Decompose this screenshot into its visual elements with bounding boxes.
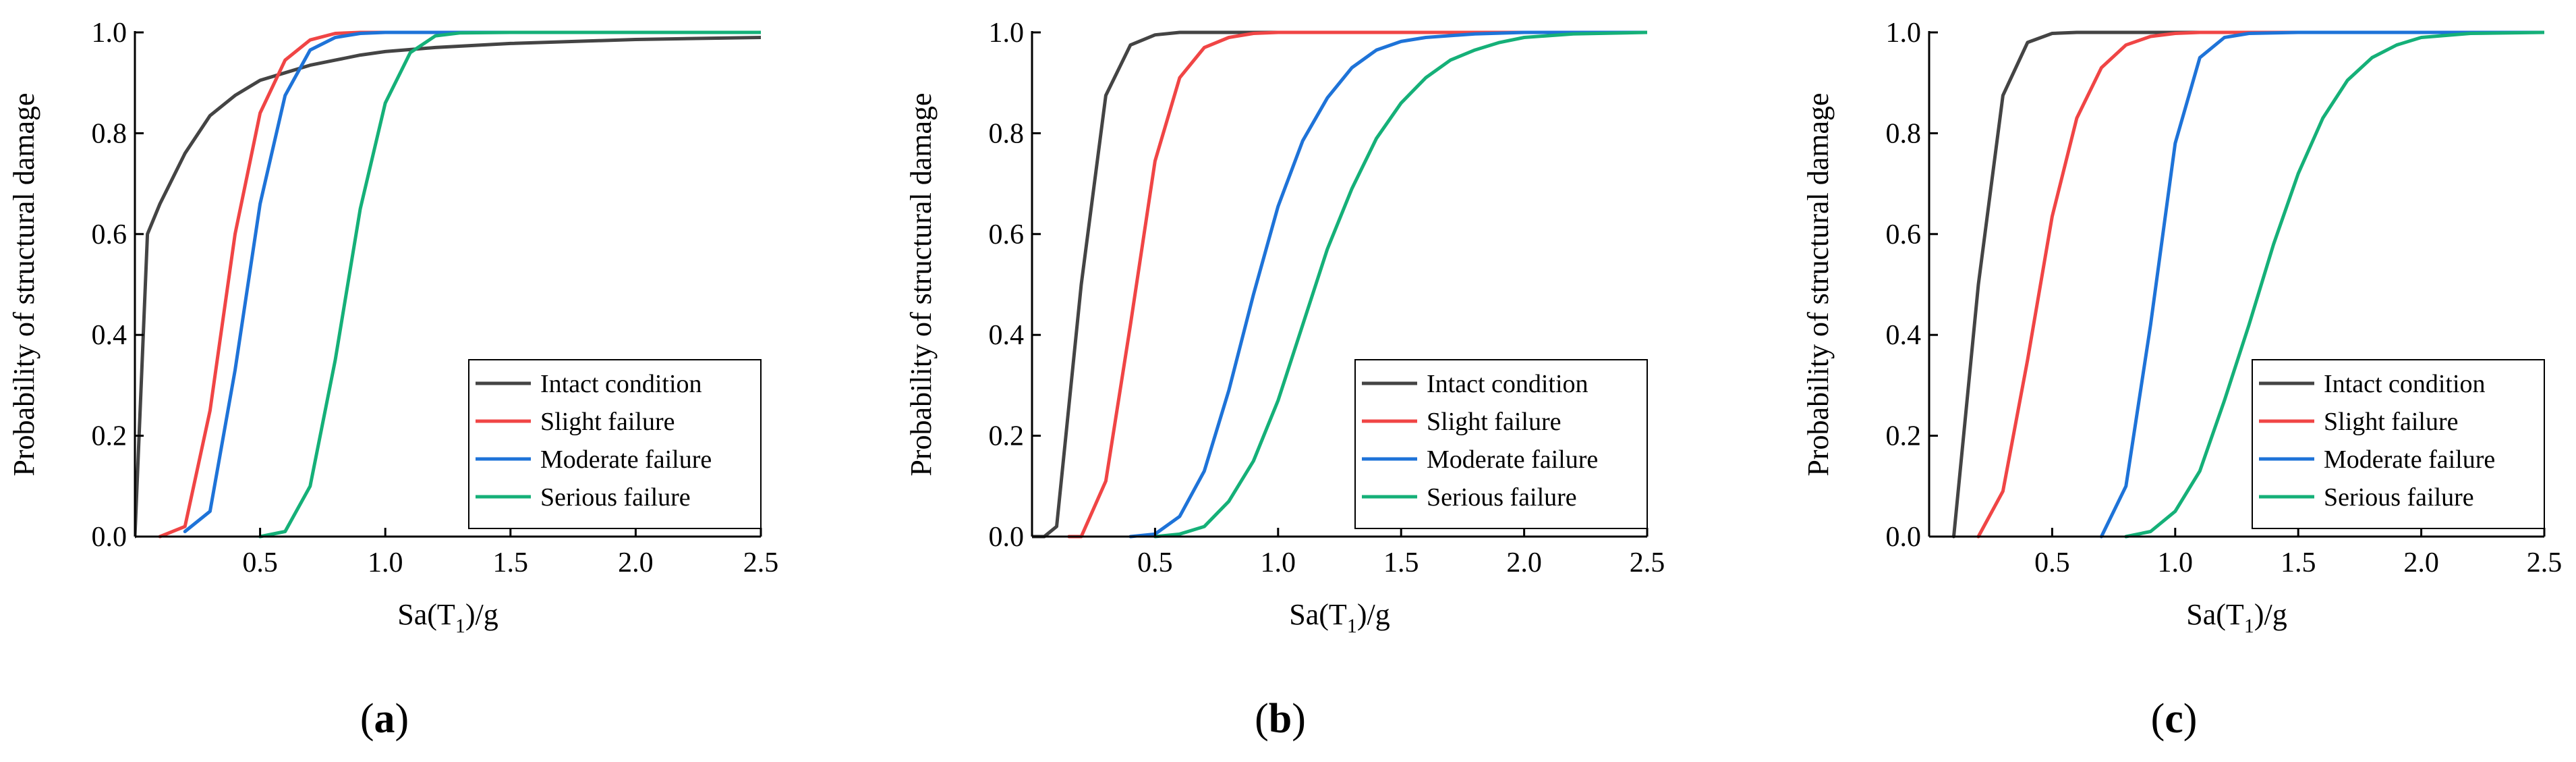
x-tick-label: 1.5 xyxy=(2281,547,2316,578)
y-tick-label: 0.0 xyxy=(1886,522,1922,553)
caption-open: ( xyxy=(2151,696,2165,742)
y-tick-label: 0.2 xyxy=(989,421,1025,452)
y-tick-label: 0.4 xyxy=(1886,320,1922,351)
x-tick-label: 1.5 xyxy=(1383,547,1419,578)
y-tick-label: 0.6 xyxy=(1886,219,1922,250)
legend-label: Intact condition xyxy=(2324,370,2486,398)
legend-label: Slight failure xyxy=(1427,408,1561,436)
caption-letter: b xyxy=(1269,696,1292,742)
legend-frame xyxy=(1354,359,1648,529)
caption-open: ( xyxy=(360,696,374,742)
x-axis-title-suffix: )/g xyxy=(2254,598,2287,631)
x-tick-label: 0.5 xyxy=(1137,547,1173,578)
y-tick-label: 0.4 xyxy=(92,320,127,351)
caption-close: ) xyxy=(395,696,409,742)
legend-label: Serious failure xyxy=(1427,483,1577,512)
legend-label: Intact condition xyxy=(1427,370,1588,398)
chart-panel-c: 0.0 0.2 0.4 0.6 0.8 1.0 0.5 1.0 1.5 2.0 2.5 Probabi… xyxy=(1802,18,2562,742)
y-tick-label: 0.0 xyxy=(92,522,127,553)
y-tick-label: 0.6 xyxy=(92,219,127,250)
legend-label: Intact condition xyxy=(540,370,702,398)
chart-panel-b: 0.0 0.2 0.4 0.6 0.8 1.0 0.5 1.0 1.5 2.0 2.5 Probabi… xyxy=(905,18,1665,742)
series-line-intact-condition xyxy=(135,36,761,539)
caption-close: ) xyxy=(2183,696,2198,742)
caption-letter: a xyxy=(374,696,395,742)
legend-label: Slight failure xyxy=(2324,408,2458,436)
series-line-serious-failure xyxy=(258,30,761,539)
x-axis-title: Sa(T1)/g xyxy=(1289,598,1390,637)
series-line-serious-failure xyxy=(1153,30,1647,539)
legend: Intact condition Slight failure Moderate f… xyxy=(2252,359,2545,529)
series-line-serious-failure xyxy=(2124,30,2544,539)
y-tick-label: 0.6 xyxy=(989,219,1025,250)
y-tick-label: 1.0 xyxy=(989,18,1025,49)
legend-label: Moderate failure xyxy=(540,445,712,474)
x-axis-title-subscript: 1 xyxy=(2244,615,2254,637)
y-axis-title: Probability of structural damage xyxy=(1802,92,1835,476)
series-line-slight-failure xyxy=(1067,30,1647,539)
x-tick-label: 2.0 xyxy=(618,547,654,578)
x-axis-title-suffix: )/g xyxy=(465,598,498,631)
x-tick-label: 2.5 xyxy=(743,547,779,578)
x-axis-title-main: Sa(T xyxy=(1289,598,1347,631)
x-axis-title: Sa(T1)/g xyxy=(2186,598,2287,637)
x-axis-title: Sa(T1)/g xyxy=(397,598,498,637)
legend-frame xyxy=(2252,359,2545,529)
series-line-moderate-failure xyxy=(183,30,761,533)
series-line-moderate-failure xyxy=(2099,30,2544,539)
y-tick-label: 0.4 xyxy=(989,320,1025,351)
y-tick-label: 1.0 xyxy=(1886,18,1922,49)
x-tick-label: 1.0 xyxy=(368,547,403,578)
legend: Intact condition Slight failure Moderate f… xyxy=(468,359,762,529)
y-tick-label: 0.8 xyxy=(92,118,127,149)
x-tick-label: 1.5 xyxy=(493,547,529,578)
legend-label: Moderate failure xyxy=(2324,445,2495,474)
y-tick-label: 0.0 xyxy=(989,522,1025,553)
x-tick-label: 2.0 xyxy=(2403,547,2439,578)
legend-label: Serious failure xyxy=(2324,483,2474,512)
legend: Intact condition Slight failure Moderate f… xyxy=(1354,359,1648,529)
y-tick-label: 0.8 xyxy=(1886,118,1922,149)
caption-open: ( xyxy=(1255,696,1269,742)
x-tick-label: 1.0 xyxy=(1261,547,1296,578)
series-line-slight-failure xyxy=(1976,30,2544,539)
y-axis-title: Probability of structural damage xyxy=(7,92,40,476)
panel-caption: (b) xyxy=(1255,696,1306,742)
panel-caption: (c) xyxy=(2151,696,2198,742)
legend-label: Moderate failure xyxy=(1427,445,1598,474)
x-axis-title-suffix: )/g xyxy=(1357,598,1390,631)
x-axis-title-subscript: 1 xyxy=(455,615,465,637)
series-line-intact-condition xyxy=(1032,30,1647,539)
x-axis-title-main: Sa(T xyxy=(397,598,455,631)
x-tick-label: 2.0 xyxy=(1506,547,1542,578)
legend-label: Serious failure xyxy=(540,483,691,512)
panel-caption: (a) xyxy=(360,696,409,742)
x-axis-title-subscript: 1 xyxy=(1347,615,1357,637)
y-axis-title: Probability of structural damage xyxy=(905,92,938,476)
x-tick-label: 1.0 xyxy=(2158,547,2194,578)
x-tick-label: 0.5 xyxy=(242,547,278,578)
y-tick-label: 0.2 xyxy=(1886,421,1922,452)
y-tick-label: 1.0 xyxy=(92,18,127,49)
x-tick-label: 2.5 xyxy=(1630,547,1665,578)
caption-letter: c xyxy=(2165,696,2183,742)
legend-label: Slight failure xyxy=(540,408,675,436)
x-tick-label: 2.5 xyxy=(2527,547,2563,578)
series-line-moderate-failure xyxy=(1128,30,1647,539)
y-tick-label: 0.8 xyxy=(989,118,1025,149)
caption-close: ) xyxy=(1292,696,1306,742)
y-tick-label: 0.2 xyxy=(92,421,127,452)
x-tick-label: 0.5 xyxy=(2034,547,2070,578)
series-line-intact-condition xyxy=(1952,30,2544,539)
legend-frame xyxy=(468,359,762,529)
x-axis-title-main: Sa(T xyxy=(2186,598,2244,631)
chart-panel-a: 0.0 0.2 0.4 0.6 0.8 1.0 0.5 1.0 1.5 2.0 2.5 Probabi… xyxy=(7,18,778,742)
